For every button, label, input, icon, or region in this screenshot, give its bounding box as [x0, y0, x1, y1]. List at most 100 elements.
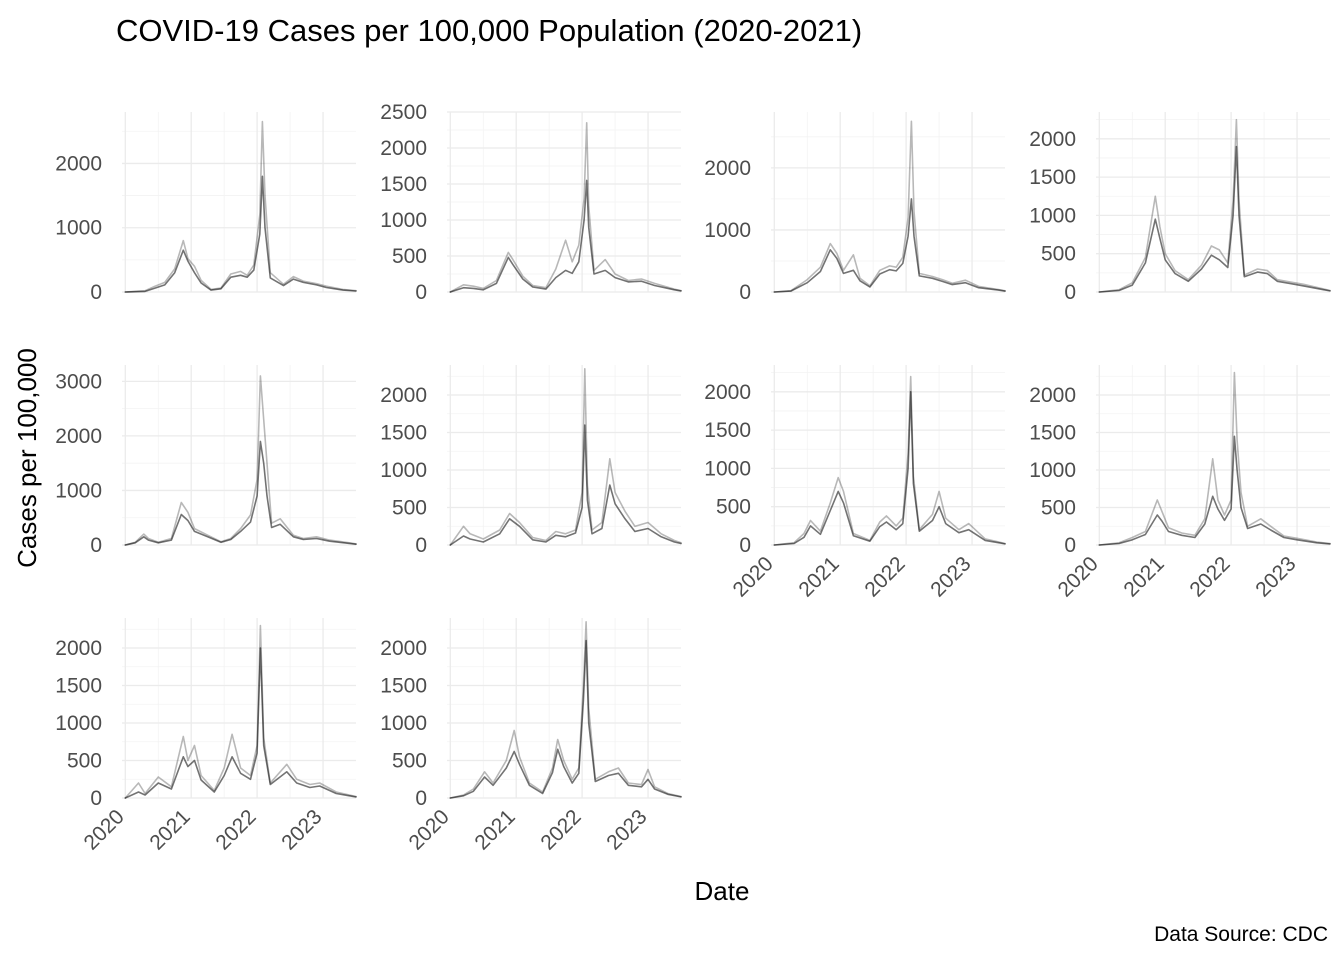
y-tick-label: 2000 — [704, 381, 751, 404]
y-tick-label: 0 — [90, 281, 102, 304]
series-line — [124, 647, 357, 799]
y-tick-label: 1500 — [380, 422, 427, 445]
y-tick-label: 2000 — [1029, 384, 1076, 407]
series-line — [773, 375, 1006, 546]
y-tick-label: 500 — [392, 497, 427, 520]
y-tick-label: 500 — [716, 496, 751, 519]
y-tick-label: 1000 — [55, 712, 102, 735]
y-tick-label: 500 — [1041, 497, 1076, 520]
series-line — [773, 391, 1006, 546]
series-line — [1098, 145, 1331, 293]
facet-label: New England — [162, 328, 313, 355]
y-tick-label: 1500 — [55, 675, 102, 698]
y-tick-label: 2000 — [380, 637, 427, 660]
y-tick-label: 1000 — [704, 219, 751, 242]
y-tick-label: 500 — [67, 750, 102, 773]
y-tick-label: 0 — [739, 281, 751, 304]
facet-new-england: New England 0 1000 2000 3000 — [55, 328, 357, 557]
series-line — [449, 621, 682, 799]
series-line — [1098, 371, 1331, 546]
facet-central-plains: Central Plains 0 1000 2000 — [55, 75, 357, 304]
x-tick-label: 2022 — [211, 805, 260, 854]
x-tick-label: 2023 — [602, 805, 651, 854]
y-tick-label: 2000 — [55, 637, 102, 660]
series-line — [124, 375, 357, 546]
y-axis-title: Cases per 100,000 — [12, 348, 42, 568]
facet-panels: Central Plains 0 1000 2000 Mid-Atlantic 0 500 1… — [55, 75, 1331, 855]
facet-label: South Central — [158, 581, 315, 608]
y-tick-label: 0 — [1064, 281, 1076, 304]
y-tick-label: 1500 — [704, 419, 751, 442]
x-tick-label: 2021 — [794, 552, 843, 601]
facet-label: Mountain States — [1118, 75, 1303, 102]
y-tick-label: 2000 — [704, 157, 751, 180]
x-tick-label: 2023 — [926, 552, 975, 601]
y-tick-label: 1500 — [1029, 166, 1076, 189]
series-line — [124, 440, 357, 546]
series-line — [1098, 435, 1331, 546]
series-line — [124, 120, 357, 293]
facet-midwest: Midwest 0 1000 2000 — [704, 75, 1006, 304]
facet-label: Central Plains — [157, 75, 317, 102]
x-tick-label: 2022 — [860, 552, 909, 601]
facet-pacific-northwest: Pacific Northwest 0 500 1000 1500 2000 2020 202… — [1029, 328, 1331, 602]
series-line — [1098, 118, 1331, 293]
x-tick-label: 2023 — [277, 805, 326, 854]
series-line — [449, 179, 682, 293]
x-tick-label: 2020 — [80, 805, 129, 854]
series-line — [449, 122, 682, 293]
y-tick-label: 1000 — [380, 712, 427, 735]
facet-pacific: Pacific 0 500 1000 1500 2000 2020 2021 2022 2023 — [704, 328, 1006, 602]
x-tick-label: 2022 — [536, 805, 585, 854]
y-tick-label: 2000 — [1029, 128, 1076, 151]
series-line — [449, 639, 682, 799]
y-tick-label: 0 — [90, 534, 102, 557]
y-tick-label: 2000 — [55, 152, 102, 175]
series-line — [773, 120, 1006, 293]
y-tick-label: 1500 — [380, 675, 427, 698]
facet-label: New Jersey, Puerto Rico — [423, 328, 701, 355]
x-tick-label: 2020 — [729, 552, 778, 601]
y-tick-label: 2500 — [380, 101, 427, 124]
x-tick-label: 2021 — [470, 805, 519, 854]
y-tick-label: 1000 — [55, 217, 102, 240]
series-line — [449, 424, 682, 546]
x-tick-label: 2021 — [145, 805, 194, 854]
x-tick-label: 2020 — [405, 805, 454, 854]
y-tick-label: 0 — [415, 787, 427, 810]
facet-label: Midwest — [839, 75, 934, 102]
facet-south-central: South Central 0 500 1000 1500 2000 2020 2021 202… — [55, 581, 357, 855]
y-tick-label: 0 — [1064, 534, 1076, 557]
facet-mid-atlantic: Mid-Atlantic 0 500 1000 1500 2000 2500 — [380, 75, 682, 304]
y-tick-label: 1000 — [704, 457, 751, 480]
y-tick-label: 3000 — [55, 370, 102, 393]
x-tick-label: 2022 — [1185, 552, 1234, 601]
facet-southeast: Southeast 0 500 1000 1500 2000 2020 2021 2022 202… — [380, 581, 682, 855]
x-tick-label: 2021 — [1119, 552, 1168, 601]
y-tick-label: 1000 — [380, 459, 427, 482]
y-tick-label: 0 — [739, 534, 751, 557]
facet-label: Pacific — [847, 328, 924, 355]
y-tick-label: 500 — [392, 245, 427, 268]
facet-label: Pacific Northwest — [1110, 328, 1311, 355]
y-tick-label: 1000 — [1029, 459, 1076, 482]
data-source-caption: Data Source: CDC — [1154, 923, 1328, 946]
y-tick-label: 1000 — [380, 209, 427, 232]
y-tick-label: 0 — [415, 281, 427, 304]
y-tick-label: 0 — [415, 534, 427, 557]
y-tick-label: 1500 — [1029, 422, 1076, 445]
chart-title: COVID-19 Cases per 100,000 Population (2… — [116, 13, 862, 48]
x-tick-label: 2020 — [1054, 552, 1103, 601]
y-tick-label: 1500 — [380, 173, 427, 196]
facet-label: Southeast — [504, 581, 620, 608]
y-tick-label: 2000 — [55, 425, 102, 448]
y-tick-label: 2000 — [380, 384, 427, 407]
y-tick-label: 0 — [90, 787, 102, 810]
series-line — [124, 175, 357, 293]
x-axis-title: Date — [695, 876, 750, 906]
y-tick-label: 500 — [1041, 243, 1076, 266]
series-line — [773, 198, 1006, 293]
y-tick-label: 500 — [392, 750, 427, 773]
facet-label: Mid-Atlantic — [493, 75, 630, 102]
